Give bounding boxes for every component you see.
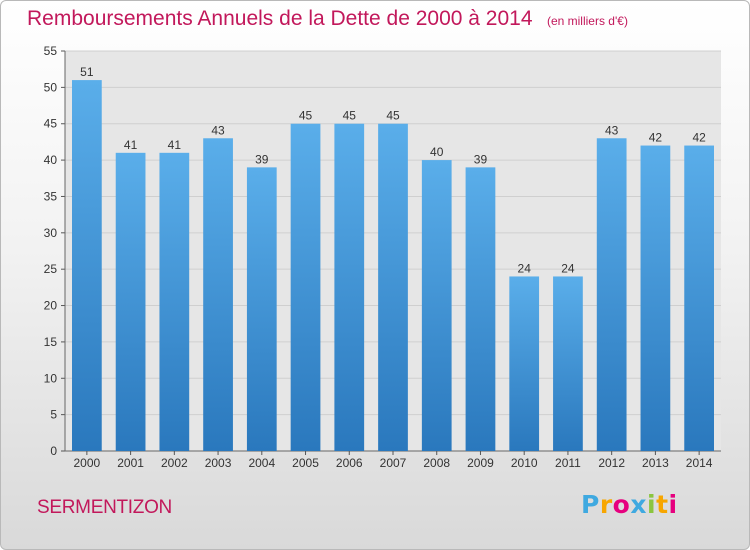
bar: [509, 276, 540, 451]
chart-subtitle: (en milliers d'€): [546, 14, 628, 28]
y-tick-label: 45: [44, 117, 58, 131]
bar: [553, 276, 583, 451]
data-label: 39: [474, 152, 488, 166]
y-tick-label: 25: [44, 262, 58, 276]
logo-letter: i: [647, 490, 657, 519]
bar: [71, 80, 102, 451]
y-tick-label: 55: [44, 44, 58, 58]
y-tick-label: 15: [44, 335, 58, 349]
data-label: 41: [168, 138, 182, 152]
data-label: 42: [649, 131, 663, 145]
x-tick-label: 2002: [161, 456, 188, 470]
data-label: 24: [518, 261, 532, 275]
y-tick-label: 35: [44, 189, 58, 203]
chart-title-block: Remboursements Annuels de la Dette de 20…: [27, 7, 628, 31]
y-tick-label: 20: [44, 299, 58, 313]
data-label: 42: [692, 131, 706, 145]
proxiti-logo: Proxiti: [581, 490, 678, 519]
y-tick-label: 50: [44, 80, 58, 94]
x-tick-label: 2005: [292, 456, 319, 470]
data-label: 43: [211, 123, 225, 137]
x-tick-label: 2010: [511, 456, 538, 470]
bar: [378, 123, 408, 452]
y-tick-label: 10: [44, 371, 58, 385]
y-tick-label: 5: [50, 408, 57, 422]
x-tick-label: 2013: [642, 456, 669, 470]
logo-letter: x: [630, 490, 647, 519]
x-tick-label: 2009: [467, 456, 494, 470]
bar: [596, 138, 627, 452]
logo-letter: t: [656, 490, 669, 519]
bar: [159, 152, 190, 451]
data-label: 41: [124, 138, 138, 152]
x-tick-label: 2011: [555, 456, 581, 470]
commune-name: SERMENTIZON: [37, 497, 172, 518]
x-tick-label: 2012: [598, 456, 625, 470]
data-label: 45: [343, 109, 357, 123]
logo-letter: i: [668, 490, 678, 519]
x-tick-label: 2000: [74, 456, 101, 470]
bar: [684, 145, 715, 451]
data-label: 40: [430, 145, 444, 159]
bar: [290, 123, 321, 452]
x-tick-label: 2007: [380, 456, 407, 470]
logo-letter: P: [581, 490, 600, 519]
y-tick-label: 40: [44, 153, 58, 167]
logo-letter: r: [599, 490, 613, 519]
bar: [640, 145, 671, 451]
x-tick-label: 2004: [248, 456, 275, 470]
data-label: 45: [386, 109, 400, 123]
data-label: 43: [605, 123, 619, 137]
bar: [421, 160, 452, 451]
y-tick-label: 30: [44, 226, 58, 240]
data-label: 39: [255, 152, 269, 166]
y-tick-label: 0: [50, 444, 57, 458]
x-tick-label: 2014: [686, 456, 713, 470]
logo-letter: o: [612, 490, 631, 519]
x-tick-label: 2006: [336, 456, 363, 470]
x-tick-label: 2001: [117, 456, 144, 470]
bar: [203, 138, 233, 452]
bar: [465, 167, 496, 451]
data-label: 45: [299, 109, 313, 123]
bar: [334, 123, 365, 452]
data-label: 24: [561, 261, 575, 275]
x-tick-label: 2003: [205, 456, 232, 470]
bar: [246, 167, 277, 451]
data-label: 51: [80, 65, 94, 79]
chart-title: Remboursements Annuels de la Dette de 20…: [27, 7, 533, 30]
x-tick-label: 2008: [423, 456, 450, 470]
bar: [115, 152, 146, 451]
